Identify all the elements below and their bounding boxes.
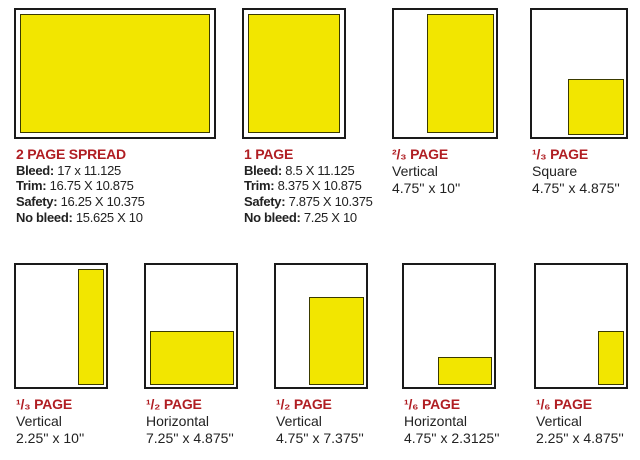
one-sixth-horizontal-orientation: Horizontal bbox=[404, 412, 468, 429]
half-horizontal-caption: ¹/₂ PAGE Horizontal 7.25'' x 4.875'' bbox=[146, 396, 272, 446]
one-sixth-horizontal-caption: ¹/₆ PAGE Horizontal 4.75'' x 2.3125'' bbox=[404, 396, 528, 446]
one-sixth-vertical-caption: ¹/₆ PAGE Vertical 2.25'' x 4.875'' bbox=[536, 396, 638, 446]
one-sixth-horizontal-thumbnail bbox=[402, 263, 496, 389]
spread-title: 2 PAGE SPREAD bbox=[16, 146, 126, 162]
half-vertical-size: 4.75'' x 7.375'' bbox=[276, 429, 364, 446]
one-sixth-horizontal-size: 4.75'' x 2.3125'' bbox=[404, 429, 500, 446]
full-page-thumbnail bbox=[242, 8, 346, 139]
two-thirds-vertical-caption: ²/₃ PAGE Vertical 4.75'' x 10'' bbox=[392, 146, 522, 196]
two-thirds-vertical-thumbnail bbox=[392, 8, 498, 139]
one-third-vertical-title: ¹/₃ PAGE bbox=[16, 396, 72, 412]
one-third-vertical-size: 2.25'' x 10'' bbox=[16, 429, 85, 446]
one-third-square-size: 4.75'' x 4.875'' bbox=[532, 179, 620, 196]
one-sixth-horizontal-title: ¹/₆ PAGE bbox=[404, 396, 460, 412]
half-horizontal-title: ¹/₂ PAGE bbox=[146, 396, 202, 412]
one-third-vertical-orientation: Vertical bbox=[16, 412, 62, 429]
one-third-vertical-thumbnail bbox=[14, 263, 108, 389]
two-thirds-vertical-ad-area bbox=[427, 14, 494, 133]
two-thirds-vertical-title: ²/₃ PAGE bbox=[392, 146, 448, 162]
spread-ad-area bbox=[20, 14, 210, 133]
full-page-title: 1 PAGE bbox=[244, 146, 294, 162]
one-third-vertical-caption: ¹/₃ PAGE Vertical 2.25'' x 10'' bbox=[16, 396, 136, 446]
full-page-ad-area bbox=[248, 14, 340, 133]
two-thirds-vertical-orientation: Vertical bbox=[392, 162, 438, 179]
one-sixth-vertical-thumbnail bbox=[534, 263, 628, 389]
one-sixth-vertical-orientation: Vertical bbox=[536, 412, 582, 429]
full-page-caption: 1 PAGE Bleed: 8.5 X 11.125 Trim: 8.375 X… bbox=[244, 146, 384, 225]
spread-no-bleed: No bleed: 15.625 X 10 bbox=[16, 209, 143, 225]
one-sixth-vertical-size: 2.25'' x 4.875'' bbox=[536, 429, 624, 446]
spread-trim: Trim: 16.75 X 10.875 bbox=[16, 178, 134, 194]
full-page-trim: Trim: 8.375 X 10.875 bbox=[244, 178, 362, 194]
full-page-bleed: Bleed: 8.5 X 11.125 bbox=[244, 162, 355, 178]
half-vertical-title: ¹/₂ PAGE bbox=[276, 396, 332, 412]
one-third-square-caption: ¹/₃ PAGE Square 4.75'' x 4.875'' bbox=[532, 146, 638, 196]
two-thirds-vertical-size: 4.75'' x 10'' bbox=[392, 179, 461, 196]
full-page-no-bleed: No bleed: 7.25 X 10 bbox=[244, 209, 357, 225]
half-horizontal-thumbnail bbox=[144, 263, 238, 389]
half-vertical-thumbnail bbox=[274, 263, 368, 389]
half-vertical-ad-area bbox=[309, 297, 364, 385]
one-third-square-title: ¹/₃ PAGE bbox=[532, 146, 588, 162]
one-third-square-orientation: Square bbox=[532, 162, 578, 179]
spread-thumbnail bbox=[14, 8, 216, 139]
half-vertical-orientation: Vertical bbox=[276, 412, 322, 429]
spread-bleed: Bleed: 17 x 11.125 bbox=[16, 162, 121, 178]
one-sixth-vertical-ad-area bbox=[598, 331, 624, 385]
one-sixth-vertical-title: ¹/₆ PAGE bbox=[536, 396, 592, 412]
one-sixth-horizontal-ad-area bbox=[438, 357, 492, 385]
spread-safety: Safety: 16.25 X 10.375 bbox=[16, 193, 145, 209]
half-horizontal-ad-area bbox=[150, 331, 234, 385]
one-third-vertical-ad-area bbox=[78, 269, 104, 385]
half-horizontal-size: 7.25'' x 4.875'' bbox=[146, 429, 234, 446]
half-horizontal-orientation: Horizontal bbox=[146, 412, 210, 429]
one-third-square-thumbnail bbox=[530, 8, 628, 139]
one-third-square-ad-area bbox=[568, 79, 624, 135]
half-vertical-caption: ¹/₂ PAGE Vertical 4.75'' x 7.375'' bbox=[276, 396, 396, 446]
full-page-safety: Safety: 7.875 X 10.375 bbox=[244, 193, 373, 209]
spread-caption: 2 PAGE SPREAD Bleed: 17 x 11.125 Trim: 1… bbox=[16, 146, 236, 225]
